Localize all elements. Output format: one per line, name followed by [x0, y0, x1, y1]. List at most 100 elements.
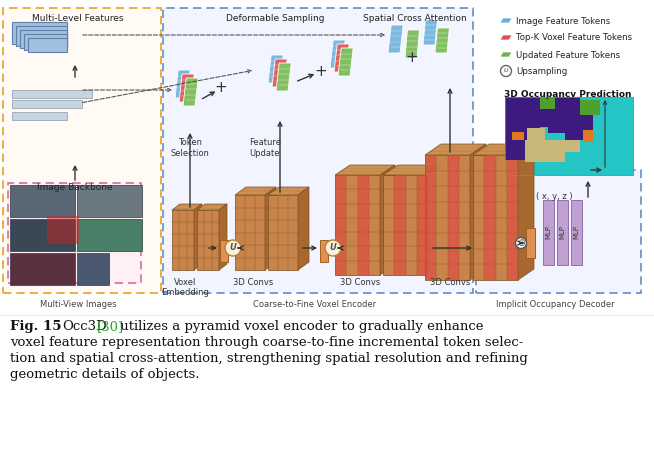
- Bar: [525, 140, 580, 152]
- Text: Image Feature Tokens: Image Feature Tokens: [516, 16, 610, 25]
- Bar: [10, 253, 75, 285]
- Bar: [47, 216, 79, 244]
- Polygon shape: [470, 144, 486, 280]
- Text: MLP: MLP: [574, 225, 579, 239]
- Polygon shape: [388, 25, 404, 53]
- Polygon shape: [235, 187, 276, 195]
- Circle shape: [225, 240, 241, 256]
- Bar: [12, 22, 67, 44]
- Text: Multi-Level Features: Multi-Level Features: [32, 14, 124, 23]
- Polygon shape: [500, 18, 512, 23]
- Polygon shape: [219, 204, 227, 270]
- Bar: [476, 170, 641, 293]
- Bar: [8, 183, 141, 283]
- Text: ( x, y, z ): ( x, y, z ): [536, 192, 572, 201]
- Bar: [447, 155, 458, 280]
- Polygon shape: [425, 155, 470, 280]
- Bar: [484, 155, 496, 280]
- Polygon shape: [383, 165, 443, 175]
- Bar: [10, 219, 75, 251]
- Bar: [12, 90, 92, 98]
- Polygon shape: [383, 175, 428, 275]
- Bar: [583, 130, 593, 142]
- Polygon shape: [268, 195, 298, 270]
- Text: U: U: [504, 68, 508, 73]
- Text: +: +: [405, 51, 419, 66]
- Text: Occ3D: Occ3D: [62, 320, 107, 333]
- Polygon shape: [194, 204, 202, 270]
- Text: U: U: [330, 243, 336, 253]
- Bar: [335, 175, 346, 275]
- Bar: [548, 108, 593, 133]
- Polygon shape: [265, 187, 276, 270]
- Text: 3D Occupancy Prediction: 3D Occupancy Prediction: [504, 90, 632, 99]
- Text: Updated Feature Tokens: Updated Feature Tokens: [516, 51, 620, 59]
- Polygon shape: [473, 155, 518, 280]
- Bar: [571, 200, 582, 265]
- Text: +: +: [215, 80, 228, 95]
- Circle shape: [515, 237, 526, 249]
- Polygon shape: [500, 52, 512, 57]
- Circle shape: [500, 66, 511, 76]
- Bar: [20, 30, 67, 48]
- Text: utilizes a pyramid voxel encoder to gradually enhance: utilizes a pyramid voxel encoder to grad…: [116, 320, 483, 333]
- Bar: [77, 185, 142, 217]
- Polygon shape: [405, 30, 419, 58]
- Polygon shape: [380, 165, 395, 275]
- Bar: [425, 155, 436, 280]
- Polygon shape: [276, 63, 291, 91]
- Text: 3D Convs: 3D Convs: [340, 278, 380, 287]
- Bar: [505, 97, 633, 175]
- Polygon shape: [330, 40, 345, 68]
- Text: Spatial Cross Attention: Spatial Cross Attention: [363, 14, 467, 23]
- Text: Feature
Update: Feature Update: [249, 139, 281, 158]
- Bar: [24, 34, 67, 50]
- Bar: [77, 219, 142, 251]
- Bar: [10, 185, 75, 217]
- Polygon shape: [268, 55, 283, 83]
- Bar: [526, 228, 535, 258]
- Polygon shape: [183, 78, 198, 106]
- Text: +: +: [315, 65, 328, 80]
- Polygon shape: [268, 187, 309, 195]
- Circle shape: [325, 240, 341, 256]
- Text: Voxel
Embedding: Voxel Embedding: [161, 278, 209, 297]
- Text: Fig. 15: Fig. 15: [10, 320, 61, 333]
- Text: Multi-View Images: Multi-View Images: [40, 300, 116, 309]
- Text: Deformable Sampling: Deformable Sampling: [226, 14, 324, 23]
- Polygon shape: [500, 35, 512, 40]
- Bar: [505, 127, 540, 145]
- Polygon shape: [518, 144, 534, 280]
- Bar: [12, 100, 82, 108]
- Text: MLP: MLP: [560, 225, 566, 239]
- Polygon shape: [334, 44, 349, 72]
- Text: voxel feature representation through coarse-to-fine incremental token selec-: voxel feature representation through coa…: [10, 336, 523, 349]
- Polygon shape: [272, 59, 287, 87]
- Bar: [507, 155, 518, 280]
- Text: Token
Selection: Token Selection: [171, 139, 209, 158]
- Bar: [417, 175, 428, 275]
- Bar: [28, 38, 67, 52]
- Polygon shape: [335, 165, 395, 175]
- Text: geometric details of objects.: geometric details of objects.: [10, 368, 199, 381]
- Polygon shape: [425, 144, 486, 155]
- Text: 3D Convs: 3D Convs: [233, 278, 273, 287]
- Text: tion and spatial cross-attention, strengthening spatial resolution and refining: tion and spatial cross-attention, streng…: [10, 352, 528, 365]
- Text: Coarse-to-Fine Voxel Encoder: Coarse-to-Fine Voxel Encoder: [254, 300, 377, 309]
- Polygon shape: [197, 210, 219, 270]
- Bar: [77, 253, 109, 285]
- Polygon shape: [435, 28, 449, 53]
- Polygon shape: [197, 204, 227, 210]
- Bar: [163, 8, 473, 293]
- Bar: [394, 175, 405, 275]
- Polygon shape: [172, 210, 194, 270]
- Bar: [358, 175, 369, 275]
- Polygon shape: [428, 165, 443, 275]
- Text: Upsampling: Upsampling: [516, 67, 567, 76]
- Text: ⊕: ⊕: [517, 238, 525, 248]
- Text: 3D Convs: 3D Convs: [430, 278, 470, 287]
- Bar: [550, 97, 580, 119]
- Text: [30]: [30]: [97, 320, 124, 333]
- Polygon shape: [235, 195, 265, 270]
- Bar: [565, 120, 593, 140]
